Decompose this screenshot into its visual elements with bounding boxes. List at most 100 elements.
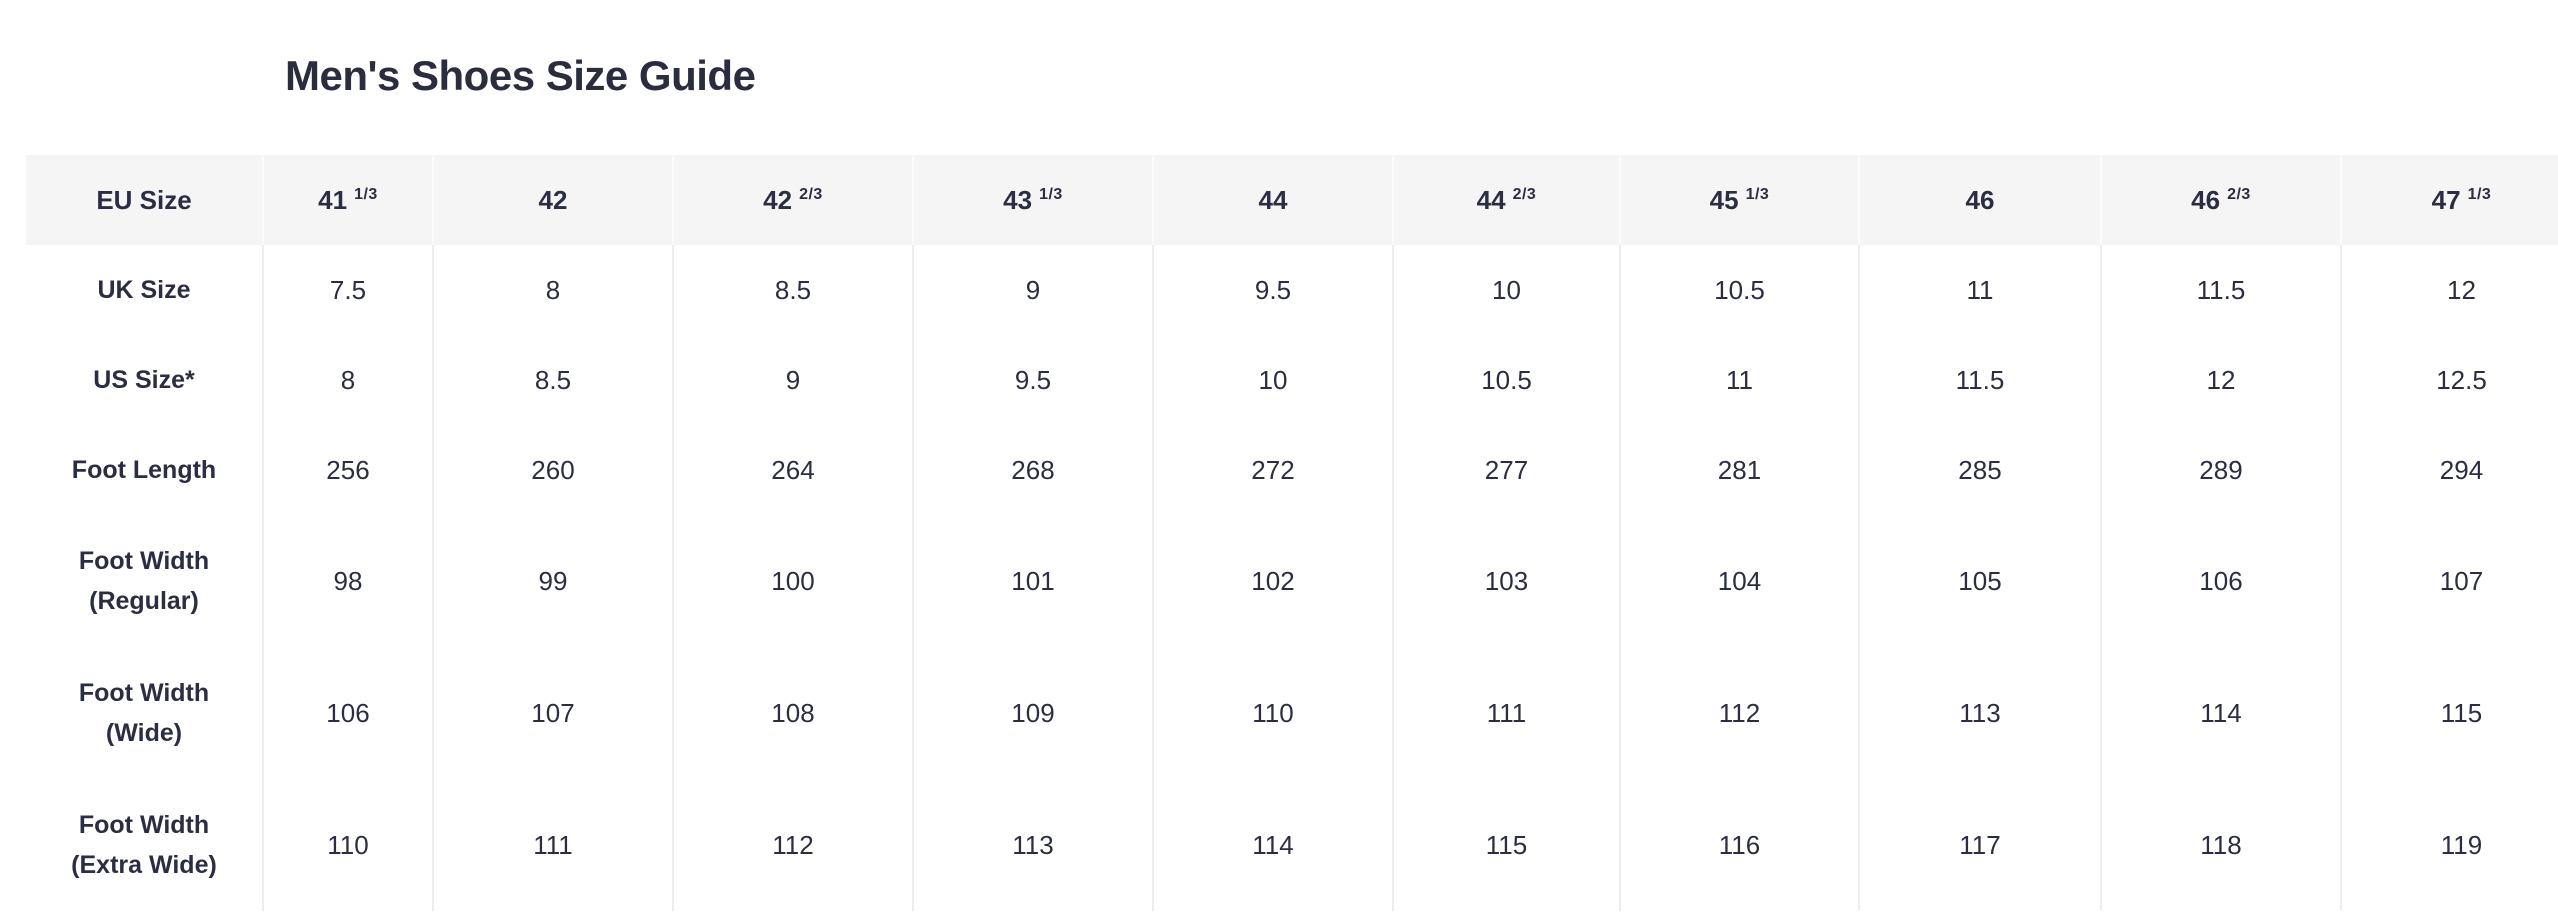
row-label-line: (Wide) [105, 719, 183, 747]
size-value-cell: 111 [432, 779, 673, 911]
eu-size-header-row: EU Size 41 1/3 42 42 2/3 43 1/3 44 44 2/3 45 1/3 46 4… [26, 155, 2558, 245]
size-value-cell: 12.5 [2340, 335, 2558, 425]
size-value-cell: 11 [1619, 335, 1859, 425]
row-label-line: US Size* [93, 366, 195, 394]
size-value-cell: 117 [1858, 779, 2101, 911]
table-row: US Size* 8 8.5 9 9.5 10 10.5 11 11.5 12 12.5 [26, 335, 2558, 425]
eu-size-header-cell: 42 2/3 [672, 155, 913, 245]
size-value-cell: 272 [1152, 425, 1393, 515]
eu-size-header-cell: 44 2/3 [1392, 155, 1620, 245]
size-value-cell: 119 [2340, 779, 2558, 911]
size-value-cell: 9 [912, 245, 1153, 335]
table-row: UK Size 7.5 8 8.5 9 9.5 10 10.5 11 11.5 12 [26, 245, 2558, 335]
row-label: US Size* [26, 335, 263, 425]
size-value-cell: 107 [432, 647, 673, 779]
eu-size-header-cell: 42 [432, 155, 673, 245]
size-value-cell: 281 [1619, 425, 1859, 515]
size-value-cell: 9 [672, 335, 913, 425]
eu-size-value: 41 [318, 184, 348, 215]
size-value-cell: 11.5 [1858, 335, 2101, 425]
eu-size-fraction: 2/3 [1512, 185, 1537, 203]
size-value-cell: 112 [1619, 647, 1859, 779]
mens-shoes-size-table: EU Size 41 1/3 42 42 2/3 43 1/3 44 44 2/3 45 1/3 46 4… [26, 155, 2558, 911]
eu-size-header-cell: 44 [1152, 155, 1393, 245]
size-value-cell: 115 [2340, 647, 2558, 779]
table-row: Foot Width (Extra Wide) 110 111 112 113 114 115… [26, 779, 2558, 911]
eu-size-fraction: 2/3 [2227, 185, 2251, 203]
eu-size-header-cell: 41 1/3 [262, 155, 433, 245]
table-row: Foot Length 256 260 264 268 272 277 281 285 289 29… [26, 425, 2558, 515]
eu-size-header-cell: 45 1/3 [1619, 155, 1859, 245]
row-label-line: Foot Width [78, 811, 210, 839]
eu-size-header-cell: 43 1/3 [912, 155, 1153, 245]
row-label-line: Foot Width [78, 679, 210, 707]
row-label-line: Foot Length [71, 456, 217, 484]
size-value-cell: 12 [2340, 245, 2558, 335]
size-value-cell: 106 [2100, 515, 2341, 647]
size-value-cell: 114 [2100, 647, 2341, 779]
size-value-cell: 268 [912, 425, 1153, 515]
size-value-cell: 109 [912, 647, 1153, 779]
size-value-cell: 102 [1152, 515, 1393, 647]
size-value-cell: 8 [262, 335, 433, 425]
size-value-cell: 285 [1858, 425, 2101, 515]
size-value-cell: 106 [262, 647, 433, 779]
eu-size-header-cell: 46 2/3 [2100, 155, 2341, 245]
size-value-cell: 116 [1619, 779, 1859, 911]
size-value-cell: 294 [2340, 425, 2558, 515]
size-value-cell: 11.5 [2100, 245, 2341, 335]
eu-size-fraction: 1/3 [1039, 185, 1063, 203]
size-value-cell: 8.5 [672, 245, 913, 335]
eu-size-value: 46 [2191, 184, 2221, 215]
eu-size-value: 45 [1709, 184, 1739, 215]
size-value-cell: 260 [432, 425, 673, 515]
row-label: Foot Length [26, 425, 263, 515]
size-value-cell: 10 [1392, 245, 1620, 335]
size-value-cell: 11 [1858, 245, 2101, 335]
size-value-cell: 104 [1619, 515, 1859, 647]
row-label: Foot Width (Wide) [26, 647, 263, 779]
eu-size-value: 43 [1003, 184, 1033, 215]
size-value-cell: 8.5 [432, 335, 673, 425]
eu-size-value: 44 [1258, 184, 1288, 215]
eu-size-value: 42 [538, 184, 568, 215]
row-label-line: (Extra Wide) [71, 851, 217, 879]
size-value-cell: 105 [1858, 515, 2101, 647]
size-value-cell: 289 [2100, 425, 2341, 515]
size-value-cell: 256 [262, 425, 433, 515]
eu-size-fraction: 1/3 [354, 185, 378, 203]
size-value-cell: 264 [672, 425, 913, 515]
size-value-cell: 10 [1152, 335, 1393, 425]
row-label: Foot Width (Extra Wide) [26, 779, 263, 911]
size-value-cell: 98 [262, 515, 433, 647]
eu-size-value: 42 [763, 184, 793, 215]
row-label: Foot Width (Regular) [26, 515, 263, 647]
table-row: Foot Width (Regular) 98 99 100 101 102 103 104 10… [26, 515, 2558, 647]
eu-size-value: 47 [2431, 184, 2461, 215]
size-value-cell: 111 [1392, 647, 1620, 779]
size-value-cell: 99 [432, 515, 673, 647]
size-value-cell: 9.5 [912, 335, 1153, 425]
eu-size-value: 44 [1476, 184, 1506, 215]
size-value-cell: 108 [672, 647, 913, 779]
row-label-line: Foot Width [78, 547, 210, 575]
size-table-container: EU Size 41 1/3 42 42 2/3 43 1/3 44 44 2/3 45 1/3 46 4… [26, 155, 2558, 912]
table-row: Foot Width (Wide) 106 107 108 109 110 111 112 113… [26, 647, 2558, 779]
size-value-cell: 112 [672, 779, 913, 911]
row-label-line: UK Size [97, 276, 191, 304]
size-value-cell: 115 [1392, 779, 1620, 911]
size-value-cell: 12 [2100, 335, 2341, 425]
eu-size-row-label: EU Size [26, 155, 263, 245]
size-value-cell: 118 [2100, 779, 2341, 911]
size-value-cell: 10.5 [1392, 335, 1620, 425]
eu-size-header-cell: 47 1/3 [2340, 155, 2558, 245]
size-value-cell: 9.5 [1152, 245, 1393, 335]
size-value-cell: 110 [1152, 647, 1393, 779]
size-value-cell: 113 [1858, 647, 2101, 779]
size-value-cell: 103 [1392, 515, 1620, 647]
eu-size-header-cell: 46 [1858, 155, 2101, 245]
size-value-cell: 277 [1392, 425, 1620, 515]
page-title: Men's Shoes Size Guide [285, 52, 756, 99]
row-label-line: (Regular) [89, 587, 199, 615]
